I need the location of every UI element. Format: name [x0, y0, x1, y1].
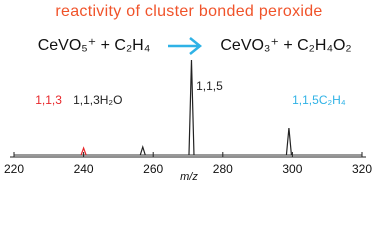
peak-label: 1,1,3 [35, 93, 62, 107]
peak-label: 1,1,3H₂O [73, 93, 122, 107]
x-tick-label: 220 [4, 162, 24, 176]
x-tick-label: 260 [143, 162, 163, 176]
x-tick-label: 240 [74, 162, 94, 176]
reactants: CeVO₅⁺ + C₂H₄ [38, 37, 151, 54]
x-axis-label: m/z [180, 171, 198, 183]
peak [188, 59, 195, 156]
x-tick-label: 320 [352, 162, 372, 176]
reaction-arrow [168, 37, 203, 55]
peak-label: 1,1,5 [196, 79, 223, 93]
peak [285, 127, 293, 156]
chart-title: reactivity of cluster bonded peroxide [55, 3, 322, 20]
peak-label: 1,1,5C₂H₄ [292, 93, 346, 107]
peak [139, 144, 146, 156]
x-tick-label: 300 [282, 162, 302, 176]
peak [80, 146, 87, 156]
x-tick-label: 280 [213, 162, 233, 176]
products: CeVO₃⁺ + C₂H₄O₂ [220, 37, 351, 54]
chart: reactivity of cluster bonded peroxide Ce… [4, 3, 372, 183]
